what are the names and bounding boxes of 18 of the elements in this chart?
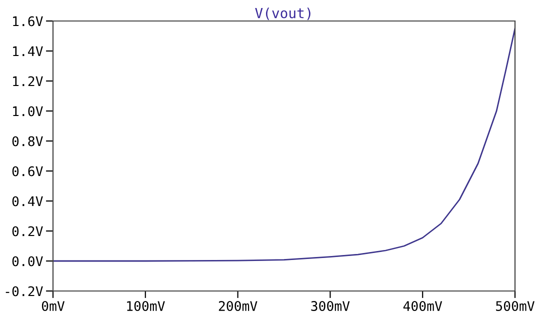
x-tick-label: 400mV (403, 301, 442, 312)
chart-title: V(vout) (255, 8, 310, 20)
y-tick-label: 0.8V (12, 136, 43, 146)
y-tick-label: -0.2V (6, 286, 43, 296)
x-tick-label: 200mV (218, 301, 258, 312)
y-tick-label: 1.4V (13, 46, 43, 56)
y-tick-label: 0.2V (12, 226, 43, 236)
x-tick-label: 100mV (127, 301, 165, 312)
y-tick-label: 0.6V (12, 166, 43, 176)
y-tick-label: 1.2V (13, 76, 43, 86)
x-tick-label: 500mV (496, 301, 534, 312)
y-tick-label: 1.6V (13, 16, 43, 26)
line-series (53, 28, 515, 262)
x-tick-label: 0mV (42, 301, 65, 312)
y-tick-label: 1.0V (13, 106, 43, 116)
y-tick-label: 0.4V (12, 196, 43, 206)
x-tick-label: 300mV (311, 301, 350, 312)
y-tick-label: 0.0V (12, 256, 43, 266)
